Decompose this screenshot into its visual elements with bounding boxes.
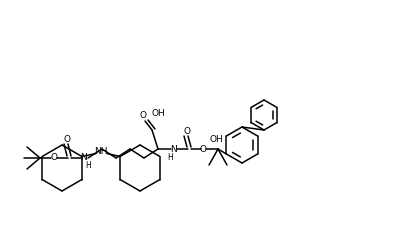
Text: OH: OH bbox=[151, 109, 164, 117]
Text: H: H bbox=[85, 161, 91, 171]
Text: O: O bbox=[50, 154, 57, 162]
Text: OH: OH bbox=[209, 136, 222, 144]
Text: O: O bbox=[63, 134, 70, 144]
Text: NH: NH bbox=[94, 147, 108, 156]
Text: O: O bbox=[183, 127, 190, 136]
Text: O: O bbox=[139, 112, 146, 120]
Text: O: O bbox=[199, 144, 206, 154]
Text: N: N bbox=[81, 154, 87, 162]
Text: H: H bbox=[167, 153, 173, 161]
Text: N: N bbox=[170, 144, 177, 154]
